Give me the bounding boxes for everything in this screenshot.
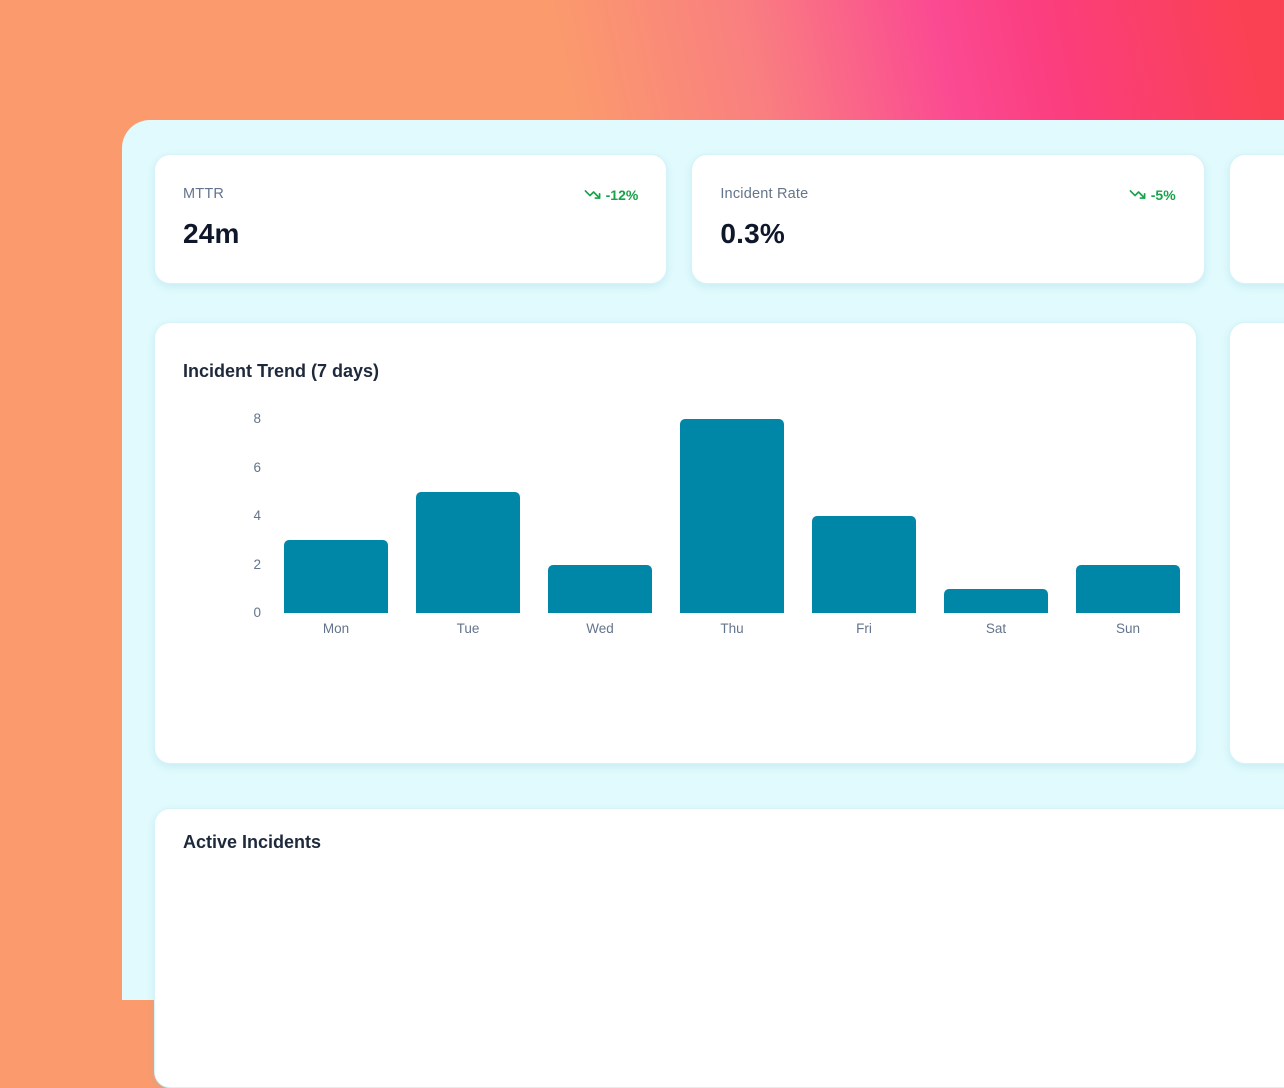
bar-tue xyxy=(416,491,520,613)
bar-wed xyxy=(548,564,652,613)
x-axis-label: Wed xyxy=(586,621,614,636)
stat-label: MTTR xyxy=(183,186,225,202)
stat-card-partial xyxy=(1228,154,1284,284)
active-incidents-card: Active Incidents xyxy=(154,808,1284,1088)
chart-card-partial xyxy=(1228,322,1284,764)
stat-trend-value: -12% xyxy=(605,186,639,203)
x-axis-label: Tue xyxy=(456,621,480,636)
bar-sat xyxy=(944,588,1048,613)
stat-trend-value: -5% xyxy=(1150,186,1176,203)
bar-fri xyxy=(812,516,916,613)
x-axis-label: Sat xyxy=(985,621,1007,636)
chart-title: Incident Trend (7 days) xyxy=(183,361,380,381)
trending-down-icon xyxy=(584,186,601,203)
stat-card-header: MTTR -12% xyxy=(183,185,638,204)
bar-sun xyxy=(1076,564,1180,613)
x-axis-label: Thu xyxy=(720,621,744,636)
stat-value: 0.3% xyxy=(720,218,785,249)
trending-down-icon xyxy=(1129,186,1146,203)
dashboard-panel: MTTR -12% 24m Incident Rate -5% xyxy=(122,120,1284,1088)
chart-row: Incident Trend (7 days) 0 2 4 6 8 Mon Tue Wed Th… xyxy=(154,322,1284,764)
incident-trend-card: Incident Trend (7 days) 0 2 4 6 8 Mon Tue Wed Th… xyxy=(154,322,1197,764)
y-axis-tick: 8 xyxy=(253,411,261,426)
y-axis-tick: 2 xyxy=(253,556,261,572)
y-axis-tick: 4 xyxy=(253,508,261,523)
stat-label: Incident Rate xyxy=(720,186,809,202)
bar-chart: 0 2 4 6 8 Mon Tue Wed Thu Fri Sat Sun xyxy=(253,411,1211,636)
stat-trend: -5% xyxy=(1129,186,1176,203)
y-axis-tick: 0 xyxy=(253,605,261,620)
active-incidents-title: Active Incidents xyxy=(183,832,322,852)
x-axis-label: Fri xyxy=(856,621,872,636)
stat-card-header: Incident Rate -5% xyxy=(720,185,1175,204)
bar-mon xyxy=(284,540,388,613)
x-axis-label: Sun xyxy=(1115,621,1141,636)
stat-card-mttr: MTTR -12% 24m xyxy=(154,154,668,284)
x-axis-label: Mon xyxy=(322,621,350,636)
stat-value: 24m xyxy=(183,218,240,249)
y-axis-tick: 6 xyxy=(253,459,261,475)
bar-thu xyxy=(680,419,784,613)
stat-trend: -12% xyxy=(584,186,639,203)
stat-card-incident-rate: Incident Rate -5% 0.3% xyxy=(691,154,1205,284)
stats-row: MTTR -12% 24m Incident Rate -5% xyxy=(154,154,1284,284)
